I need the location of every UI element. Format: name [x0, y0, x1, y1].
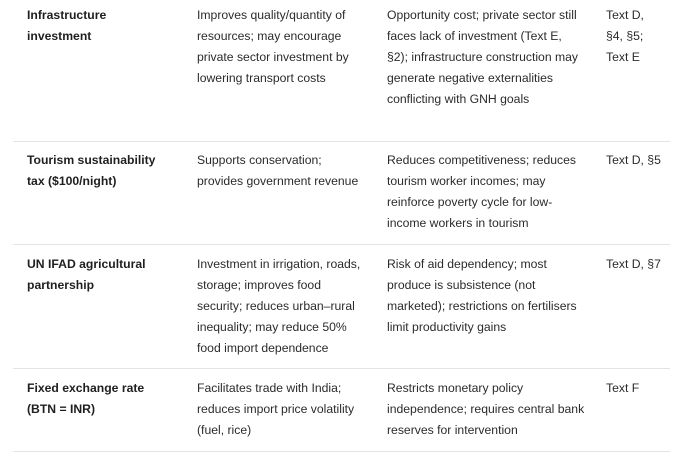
table-row: Fixed exchange rate (BTN = INR) Facilita… — [13, 369, 670, 452]
disadvantages-cell: Opportunity cost; private sector still f… — [387, 8, 579, 106]
policy-evaluation-table: Infrastructure investment Improves quali… — [13, 0, 670, 452]
disadvantages-cell: Risk of aid dependency; most produce is … — [387, 257, 577, 334]
source-cell: Text D, §7 — [606, 257, 661, 271]
policy-cell: Fixed exchange rate (BTN = INR) — [27, 381, 145, 416]
advantages-cell: Facilitates trade with India; reduces im… — [197, 381, 355, 437]
table-row: Tourism sustainability tax ($100/night) … — [13, 142, 670, 245]
advantages-cell: Investment in irrigation, roads, storage… — [197, 257, 361, 355]
table-row: UN IFAD agricultural partnership Investm… — [13, 245, 670, 369]
source-cell: Text D, §5 — [606, 153, 661, 167]
disadvantages-cell: Reduces competitiveness; reduces tourism… — [387, 153, 577, 230]
policy-cell: Infrastructure investment — [27, 8, 107, 43]
table-row: Infrastructure investment Improves quali… — [13, 0, 670, 142]
source-cell: Text F — [606, 381, 640, 395]
policy-cell: Tourism sustainability tax ($100/night) — [27, 153, 156, 188]
source-cell: Text D, §4, §5; Text E — [606, 8, 644, 64]
policy-cell: UN IFAD agricultural partnership — [27, 257, 146, 292]
disadvantages-cell: Restricts monetary policy independence; … — [387, 381, 585, 437]
advantages-cell: Improves quality/quantity of resources; … — [197, 8, 349, 85]
advantages-cell: Supports conservation; provides governme… — [197, 153, 359, 188]
